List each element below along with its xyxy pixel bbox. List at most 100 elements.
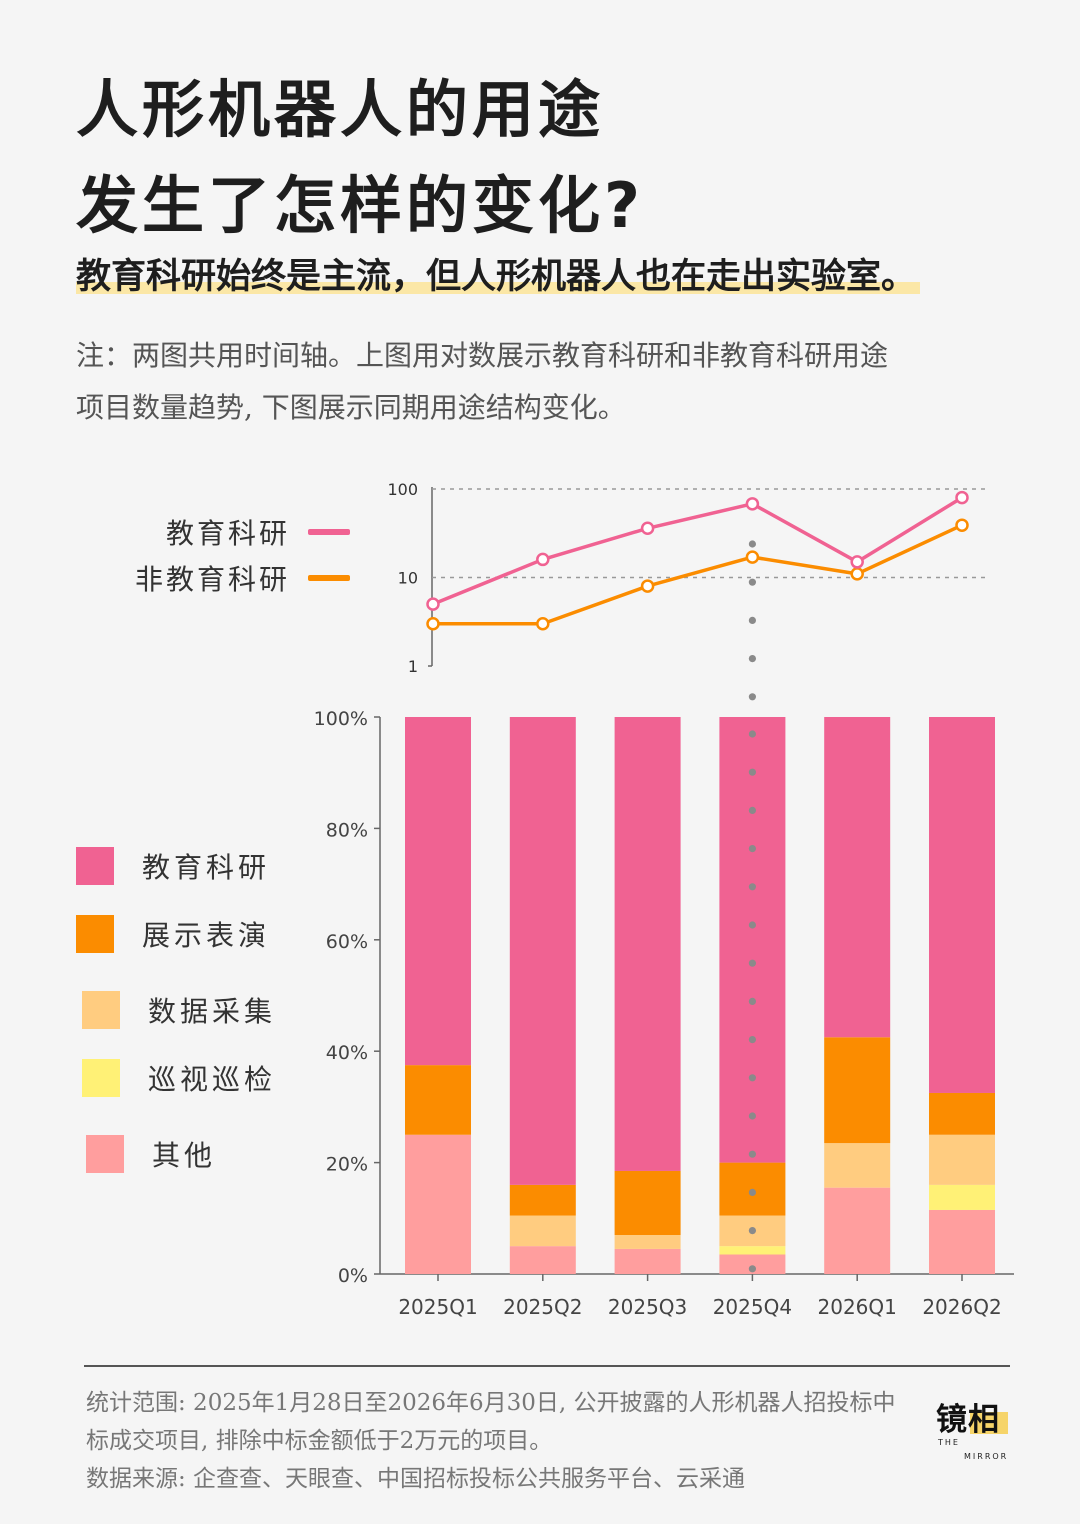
bar-segment — [509, 717, 576, 1185]
bar-chart-category-label: 2026Q2 — [922, 1295, 1001, 1319]
highlight-dot — [748, 883, 757, 891]
bar-segment — [509, 1184, 576, 1216]
bar-segment — [614, 1248, 681, 1274]
bar-legend-label: 教育科研 — [142, 851, 271, 884]
logo-sub-text: THE — [938, 1438, 960, 1447]
bar-chart-tick-label: 100% — [314, 708, 368, 730]
bar-segment — [824, 1143, 891, 1188]
line-legend-label: 教育科研 — [165, 517, 290, 550]
bar-segment — [719, 1254, 786, 1274]
highlight-dot — [748, 959, 757, 967]
line-chart-tick-label: 1 — [408, 657, 418, 676]
bar-legend-item-patrol: 巡视巡检 — [82, 1058, 276, 1098]
highlight-dot — [748, 768, 757, 776]
bar-legend-item-performance: 展示表演 — [76, 914, 270, 954]
subtitle-text: 教育科研始终是主流，但人形机器人也在走出实验室。 — [76, 257, 921, 297]
highlight-dot — [748, 1188, 757, 1196]
bar-chart-category-label: 2025Q3 — [608, 1295, 687, 1319]
bar-segment — [929, 1134, 995, 1185]
line-legend-swatch — [308, 529, 350, 535]
footer-line-2: 标成交项目, 排除中标金额低于2万元的项目。 — [86, 1428, 553, 1454]
bar-segment — [509, 1215, 576, 1247]
line-point — [745, 550, 760, 564]
line-point — [426, 597, 440, 611]
bar-chart-tick-label: 40% — [326, 1042, 368, 1064]
page-subtitle: 教育科研始终是主流，但人形机器人也在走出实验室。 — [76, 252, 921, 302]
footer-notes: 统计范围: 2025年1月28日至2026年6月30日, 公开披露的人形机器人招… — [86, 1384, 926, 1498]
bar-legend-item-other: 其他 — [86, 1134, 216, 1174]
line-legend-item-education: 教育科研 — [166, 512, 350, 552]
highlight-dot — [748, 540, 757, 548]
line-point — [955, 490, 969, 505]
bar-segment — [614, 1170, 681, 1236]
bar-segment — [929, 1209, 995, 1274]
line-point — [426, 617, 440, 631]
bar-chart-tick-label: 80% — [326, 819, 368, 841]
line-point — [640, 521, 655, 536]
footer-line-3: 数据来源: 企查查、天眼查、中国招标投标公共服务平台、云采通 — [86, 1466, 746, 1492]
bar-legend-item-education: 教育科研 — [76, 846, 270, 886]
line-legend-swatch — [308, 575, 350, 581]
highlight-dot — [748, 1074, 757, 1082]
bar-legend-label: 展示表演 — [142, 919, 271, 952]
bar-legend-label: 巡视巡检 — [148, 1063, 277, 1096]
highlight-dot — [748, 616, 757, 625]
note-line-1: 注：两图共用时间轴。上图用对数展示教育科研和非教育科研用途 — [76, 339, 889, 372]
highlight-dot — [748, 997, 757, 1006]
line-point — [536, 617, 550, 631]
bar-chart-tick-label: 60% — [326, 931, 368, 953]
bar-segment — [929, 1092, 995, 1135]
bar-legend-swatch — [76, 847, 114, 885]
highlight-dot — [748, 1150, 757, 1158]
line-point — [536, 552, 550, 567]
bar-legend-swatch — [82, 991, 120, 1029]
line-legend-item-non-education: 非教育科研 — [135, 558, 350, 598]
line-series-non-education — [433, 523, 963, 626]
bar-chart-tick-label: 0% — [338, 1265, 368, 1287]
bar-legend-swatch — [86, 1135, 124, 1173]
line-point — [745, 497, 760, 511]
line-point — [850, 555, 864, 569]
bar-segment — [509, 1246, 576, 1274]
highlight-dot — [748, 1265, 757, 1273]
title-line-2: 发生了怎样的变化? — [76, 169, 644, 242]
highlight-dot — [748, 655, 757, 663]
bar-legend-label: 数据采集 — [148, 995, 277, 1028]
bar-chart-category-label: 2025Q2 — [503, 1295, 582, 1319]
footer-divider — [84, 1365, 1010, 1367]
bar-chart-category-label: 2025Q1 — [398, 1295, 477, 1319]
bar-segment — [405, 1134, 471, 1274]
bar-segment — [824, 1037, 891, 1144]
bar-chart-category-label: 2025Q4 — [713, 1295, 792, 1319]
line-chart-tick-label: 100 — [387, 480, 418, 499]
highlight-dot — [748, 806, 757, 815]
bar-segment — [614, 1235, 681, 1249]
highlight-dot — [748, 1036, 757, 1044]
bar-chart-category-label: 2026Q1 — [818, 1295, 897, 1319]
bar-segment — [929, 1184, 995, 1210]
highlight-dot — [748, 845, 757, 853]
logo-main-text: 镜相 — [936, 1402, 1000, 1438]
line-point — [850, 567, 864, 581]
bar-segment — [614, 717, 681, 1171]
title-line-1: 人形机器人的用途 — [76, 73, 605, 146]
line-legend-label: 非教育科研 — [134, 563, 290, 596]
bar-legend-swatch — [76, 915, 114, 953]
highlight-dot — [748, 1227, 757, 1235]
highlight-dot — [748, 693, 757, 701]
line-series-education — [432, 496, 963, 606]
footer-line-1: 统计范围: 2025年1月28日至2026年6月30日, 公开披露的人形机器人招… — [86, 1390, 896, 1416]
bar-segment — [929, 717, 995, 1093]
highlight-dot — [748, 578, 757, 586]
bar-legend-item-data-collection: 数据采集 — [82, 990, 276, 1030]
highlight-dot — [748, 730, 757, 738]
bar-segment — [824, 1187, 891, 1274]
highlight-dot — [748, 1112, 757, 1120]
bar-chart-tick-label: 20% — [326, 1154, 368, 1176]
logo-sub-text-2: MIRROR — [964, 1452, 1009, 1461]
highlight-dot — [748, 921, 757, 929]
bar-segment — [405, 1065, 471, 1135]
page-title: 人形机器人的用途 发生了怎样的变化? — [76, 62, 644, 254]
bar-segment — [719, 1246, 786, 1255]
